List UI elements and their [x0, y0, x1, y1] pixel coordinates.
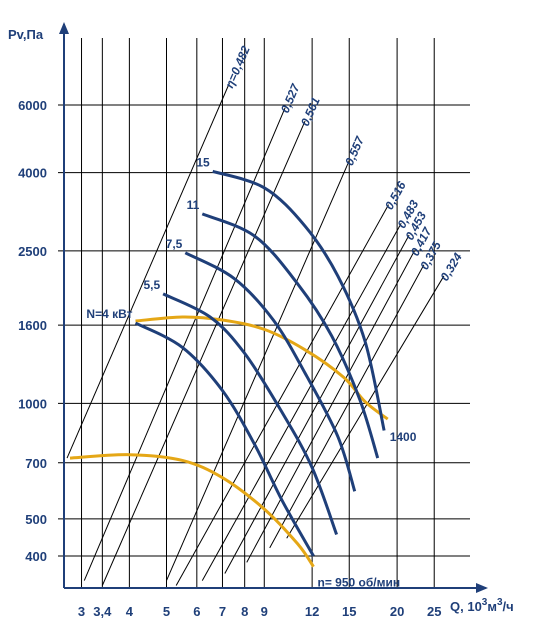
efficiency-label: 0,527: [278, 81, 303, 115]
efficiency-lines: [66, 82, 445, 586]
speed-curve: [69, 453, 315, 568]
x-tick-label: 3,4: [93, 604, 112, 619]
y-tick-label: 500: [25, 512, 47, 527]
power-label: 5,5: [143, 278, 160, 292]
power-curves: [134, 169, 386, 557]
x-axis-title-part: /ч: [503, 599, 514, 614]
x-axis-title-part: м: [487, 599, 497, 614]
x-axis-title-part: 3: [482, 597, 488, 608]
y-tick-label: 2500: [18, 244, 47, 259]
x-tick-label: 7: [219, 604, 226, 619]
axes: [59, 22, 488, 593]
power-label: 15: [196, 155, 210, 169]
y-axis-arrow: [59, 22, 69, 34]
x-tick-label: 3: [78, 604, 85, 619]
efficiency-line: [83, 107, 286, 581]
speed-label: n= 950 об/мин: [318, 576, 401, 590]
efficiency-line: [201, 223, 402, 581]
efficiency-line: [246, 250, 415, 563]
power-label: 11: [187, 198, 200, 212]
efficiency-label: η=0,482: [222, 44, 253, 91]
x-tick-label: 15: [342, 604, 356, 619]
y-tick-label: 4000: [18, 166, 47, 181]
efficiency-line: [269, 264, 425, 549]
labels: 3 3,4 4 5 6 7 8 9 12 15 20 25 400 500 700 1000 1600 2500 4…: [8, 27, 514, 619]
x-tick-label: 20: [390, 604, 404, 619]
x-tick-label: 6: [193, 604, 200, 619]
x-tick-label: 8: [241, 604, 248, 619]
speed-label: 1400: [390, 430, 417, 444]
power-curve: [134, 321, 315, 557]
y-tick-label: 700: [25, 456, 47, 471]
power-curve: [201, 212, 380, 459]
x-axis-title-part: 3: [497, 597, 503, 608]
power-label: 7,5: [166, 237, 183, 251]
x-axis-arrow: [476, 583, 488, 593]
x-tick-label: 5: [163, 604, 170, 619]
power-curve: [162, 292, 339, 536]
power-curve: [184, 251, 357, 492]
y-tick-label: 1600: [18, 318, 47, 333]
efficiency-line: [286, 275, 445, 539]
efficiency-line: [224, 234, 410, 574]
efficiency-label: 0,561: [298, 95, 323, 128]
x-tick-label: 12: [305, 604, 319, 619]
power-label: N=4 кВт: [86, 307, 132, 321]
x-tick-label: 9: [261, 604, 268, 619]
efficiency-line: [175, 204, 390, 586]
y-tick-label: 6000: [18, 98, 47, 113]
x-tick-label: 25: [427, 604, 441, 619]
grid: [58, 38, 470, 588]
x-tick-label: 4: [126, 604, 134, 619]
x-axis-title: Q, 103м3/ч: [450, 597, 514, 614]
efficiency-label: 0,557: [342, 133, 367, 167]
efficiency-line: [66, 82, 230, 459]
x-axis-title-part: Q, 10: [450, 599, 482, 614]
y-axis-title: Pv,Па: [8, 27, 44, 42]
y-tick-label: 400: [25, 549, 47, 564]
y-tick-label: 1000: [18, 396, 47, 411]
power-curve: [212, 169, 386, 431]
efficiency-line: [101, 120, 306, 586]
efficiency-label: 0,324: [438, 250, 466, 283]
